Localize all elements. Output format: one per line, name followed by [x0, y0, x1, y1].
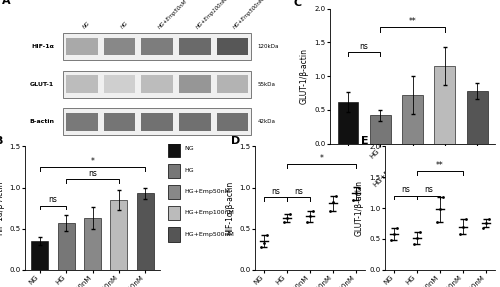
Bar: [66, 75, 98, 93]
Bar: [58, 223, 74, 270]
Bar: [338, 102, 358, 144]
Bar: [84, 218, 101, 270]
Text: 55kDa: 55kDa: [258, 82, 276, 87]
Text: HG: HG: [184, 168, 194, 173]
Text: D: D: [231, 137, 240, 146]
Text: ns: ns: [294, 187, 303, 196]
Bar: [168, 185, 180, 199]
Bar: [179, 38, 211, 55]
Point: [309, 208, 317, 213]
Point: [390, 232, 398, 236]
Text: **: **: [436, 161, 444, 170]
Bar: [179, 113, 211, 131]
Point: [283, 216, 291, 220]
Point: [393, 226, 401, 230]
Bar: [66, 38, 98, 55]
Point: [410, 242, 418, 246]
Text: ns: ns: [88, 169, 97, 178]
Text: HG+Emp500nM: HG+Emp500nM: [184, 232, 234, 236]
Point: [258, 245, 266, 249]
Y-axis label: HIF-1α/β-actin: HIF-1α/β-actin: [225, 181, 234, 235]
Point: [462, 217, 469, 222]
Point: [352, 191, 360, 195]
Point: [484, 217, 492, 222]
Text: NG: NG: [82, 21, 91, 30]
Bar: [142, 75, 173, 93]
Bar: [136, 193, 154, 270]
Bar: [179, 75, 211, 93]
Point: [459, 224, 467, 229]
Text: HIF-1α: HIF-1α: [32, 44, 54, 49]
Point: [482, 221, 490, 225]
Bar: [104, 75, 136, 93]
Text: HG: HG: [120, 21, 129, 30]
Point: [332, 193, 340, 198]
Text: HG+Emp100nM: HG+Emp100nM: [184, 210, 234, 215]
Text: ns: ns: [48, 195, 58, 204]
Bar: [142, 38, 173, 55]
Point: [456, 232, 464, 236]
Text: *: *: [90, 157, 94, 166]
Bar: [217, 113, 248, 131]
Point: [416, 229, 424, 234]
Point: [354, 185, 362, 190]
Y-axis label: HIF-1α/β-Actin: HIF-1α/β-Actin: [0, 181, 4, 235]
Point: [349, 197, 357, 202]
Text: *: *: [320, 154, 324, 163]
Bar: [402, 95, 423, 144]
Text: GLUT-1: GLUT-1: [30, 82, 54, 87]
Point: [286, 212, 294, 216]
Text: C: C: [294, 0, 302, 8]
Bar: [104, 113, 136, 131]
Point: [388, 238, 396, 243]
Point: [329, 200, 337, 205]
Bar: [168, 206, 180, 220]
Bar: [434, 66, 455, 144]
Text: A: A: [2, 0, 10, 6]
Bar: [168, 142, 180, 157]
Bar: [217, 38, 248, 55]
Bar: [63, 71, 252, 98]
Text: **: **: [408, 17, 416, 26]
Bar: [31, 241, 48, 270]
Y-axis label: GLUT-1/β-actin: GLUT-1/β-actin: [355, 180, 364, 236]
Text: NG: NG: [184, 146, 194, 152]
Point: [306, 214, 314, 219]
Text: HG+Emp50nM: HG+Emp50nM: [157, 0, 188, 30]
Point: [326, 208, 334, 213]
Bar: [217, 75, 248, 93]
Point: [479, 226, 487, 230]
Text: B-actin: B-actin: [30, 119, 54, 125]
Y-axis label: GLUT-1/β-actin: GLUT-1/β-actin: [300, 48, 309, 104]
Text: ns: ns: [271, 187, 280, 196]
Bar: [66, 113, 98, 131]
Text: HG+Emp500nM: HG+Emp500nM: [232, 0, 266, 30]
Text: ns: ns: [360, 42, 368, 51]
Text: E: E: [361, 137, 368, 146]
Point: [413, 235, 421, 240]
Bar: [168, 164, 180, 178]
Point: [436, 207, 444, 212]
Text: HG+Emp100nM: HG+Emp100nM: [195, 0, 228, 30]
Point: [433, 219, 441, 224]
Bar: [63, 33, 252, 60]
Bar: [370, 115, 390, 144]
Point: [263, 233, 271, 238]
Bar: [104, 38, 136, 55]
Text: B: B: [0, 137, 4, 146]
Text: HG+Emp50nM: HG+Emp50nM: [184, 189, 230, 194]
Point: [303, 220, 311, 224]
Text: 42kDa: 42kDa: [258, 119, 276, 125]
Text: ns: ns: [401, 185, 410, 195]
Bar: [142, 113, 173, 131]
Text: ns: ns: [424, 185, 433, 195]
Text: 120kDa: 120kDa: [258, 44, 279, 49]
Point: [439, 195, 447, 199]
Point: [280, 220, 288, 224]
Bar: [466, 91, 487, 144]
Bar: [168, 228, 180, 242]
Bar: [110, 200, 128, 270]
Bar: [63, 108, 252, 135]
Point: [260, 240, 268, 245]
